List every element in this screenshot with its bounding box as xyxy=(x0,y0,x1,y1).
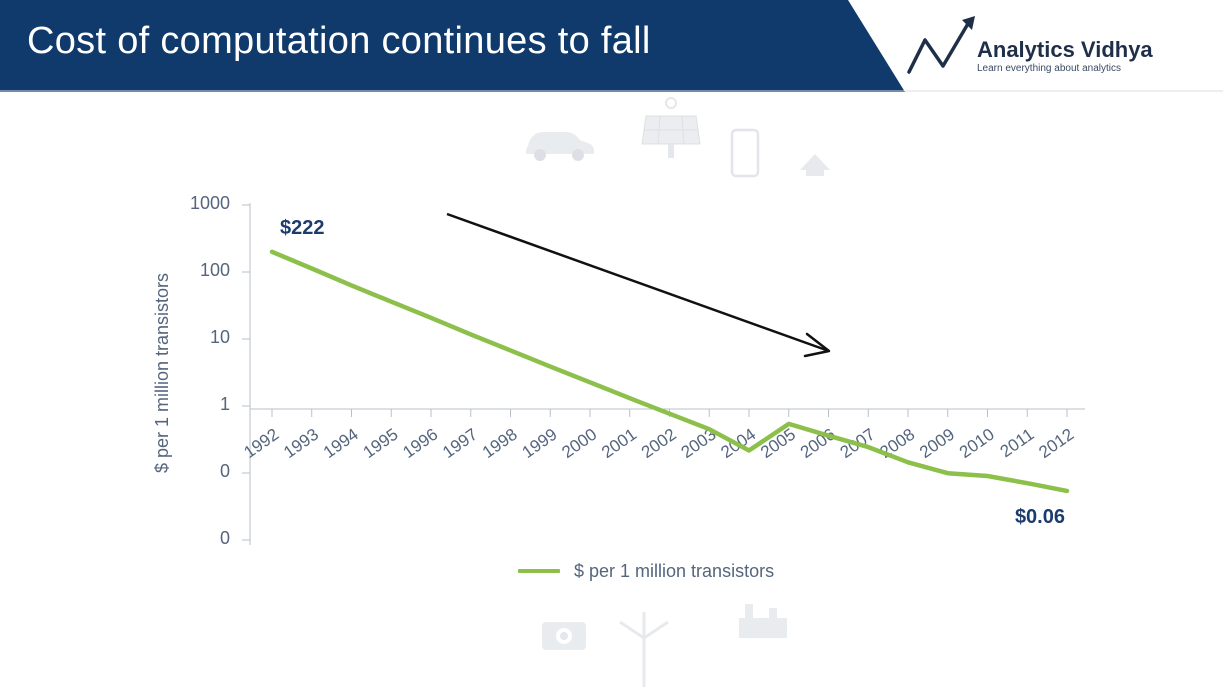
data-point xyxy=(986,474,989,478)
data-point xyxy=(628,396,632,400)
x-tick-label: 1992 xyxy=(240,425,282,462)
series-line xyxy=(269,249,1070,494)
x-tick-label: 2012 xyxy=(1035,425,1077,462)
data-point xyxy=(350,283,353,287)
y-tick-label: 10 xyxy=(210,327,230,347)
x-tick-label: 1995 xyxy=(360,425,402,462)
data-point xyxy=(866,445,870,449)
trend-arrow-line xyxy=(446,212,827,352)
logo-tagline: Learn everything about analytics xyxy=(977,63,1121,74)
data-point xyxy=(906,460,910,464)
camera-icon xyxy=(542,622,586,650)
chart-legend: $ per 1 million transistors xyxy=(518,559,774,583)
page-title: Cost of computation continues to fall xyxy=(27,20,651,62)
y-tick-label: 1000 xyxy=(190,193,230,213)
x-tick-label: 2009 xyxy=(916,425,958,462)
x-tick-label: 1994 xyxy=(320,425,362,462)
header-band xyxy=(0,0,1223,92)
wind-turbine-icon xyxy=(619,612,669,687)
legend-swatch xyxy=(518,569,560,573)
x-tick-label: 1999 xyxy=(519,425,561,462)
factory-icon xyxy=(739,604,787,638)
legend-label: $ per 1 million transistors xyxy=(574,560,775,581)
data-point xyxy=(946,471,950,475)
data-point xyxy=(787,422,791,426)
data-point xyxy=(310,267,314,271)
smartphone-icon xyxy=(730,128,760,178)
data-point xyxy=(548,365,552,369)
data-point xyxy=(469,332,473,336)
data-point xyxy=(668,412,671,416)
y-tick-label: 0 xyxy=(220,461,230,481)
x-tick-label: 1993 xyxy=(280,425,322,462)
x-tick-label: 1998 xyxy=(479,425,521,462)
y-tick-label: 1 xyxy=(220,394,230,414)
y-tick-label: 0 xyxy=(220,528,230,548)
data-point xyxy=(1065,489,1069,493)
x-tick-label: 2002 xyxy=(638,425,680,462)
data-point xyxy=(827,434,830,438)
x-tick-label: 2000 xyxy=(558,425,600,462)
data-point xyxy=(707,427,711,431)
data-point xyxy=(509,348,512,352)
x-tick-label: 1996 xyxy=(399,425,441,462)
logo-name: Analytics Vidhya xyxy=(977,37,1153,62)
x-tick-label: 1997 xyxy=(439,425,481,462)
y-tick-label: 100 xyxy=(200,260,230,280)
data-point xyxy=(429,316,433,320)
data-point xyxy=(588,380,592,384)
y-axis-title: $ per 1 million transistors xyxy=(152,273,172,473)
car-icon xyxy=(526,132,594,161)
trend-arrow-head xyxy=(803,332,831,358)
x-tick-label: 2001 xyxy=(598,425,640,462)
solar-panel-icon xyxy=(641,97,701,158)
house-icon xyxy=(800,154,830,176)
data-label: $222 xyxy=(280,217,325,239)
header-background xyxy=(0,0,1223,92)
data-point xyxy=(270,250,274,254)
data-point xyxy=(1025,481,1029,485)
data-point xyxy=(389,300,393,304)
data-label: $0.06 xyxy=(1015,506,1065,528)
data-point xyxy=(747,449,751,453)
trend-arrow-logo-icon xyxy=(907,16,975,74)
x-tick-label: 2011 xyxy=(997,425,1038,462)
x-tick-label: 2010 xyxy=(956,425,998,462)
analytics-vidhya-logo[interactable]: Analytics Vidhya Learn everything about … xyxy=(905,14,1205,84)
